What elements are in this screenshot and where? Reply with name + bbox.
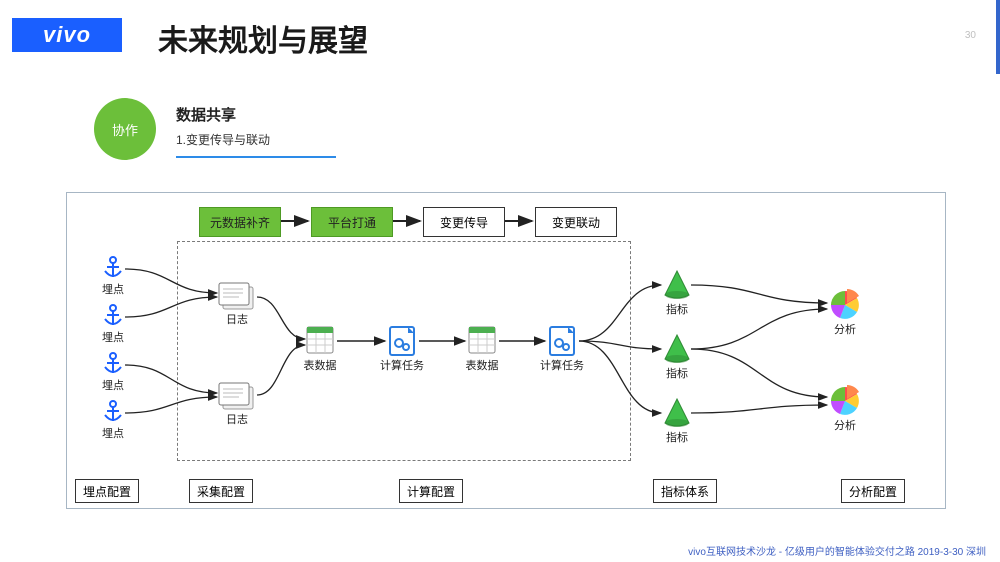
page-number: 30	[965, 30, 976, 41]
flow-step: 平台打通	[311, 207, 393, 237]
gear-icon	[547, 325, 577, 357]
metric-label: 指标	[647, 365, 707, 381]
anchor-icon	[101, 255, 125, 281]
section-label: 埋点配置	[75, 479, 139, 503]
sheet-icon-label: 表数据	[452, 357, 512, 373]
header-accent-bar	[996, 0, 1000, 74]
anchor-label: 埋点	[83, 329, 143, 345]
anchor-icon	[101, 303, 125, 329]
docs-icon	[217, 379, 257, 411]
gear-icon	[387, 325, 417, 357]
slide-footer: vivo互联网技术沙龙 - 亿级用户的智能体验交付之路 2019-3-30 深圳	[688, 543, 986, 558]
docs-icon	[217, 279, 257, 311]
metric-label: 指标	[647, 301, 707, 317]
log-label: 日志	[207, 411, 267, 427]
section-label: 指标体系	[653, 479, 717, 503]
cone-icon	[663, 397, 691, 429]
subsection: 数据共享 1.变更传导与联动	[176, 104, 270, 148]
sheet-icon	[305, 325, 335, 357]
anchor-icon	[101, 351, 125, 377]
gear-icon-label: 计算任务	[532, 357, 592, 373]
brand-logo-text: vivo	[43, 22, 91, 48]
log-label: 日志	[207, 311, 267, 327]
section-label: 采集配置	[189, 479, 253, 503]
collab-badge: 协作	[94, 98, 156, 160]
anchor-icon	[101, 399, 125, 425]
cone-icon	[663, 333, 691, 365]
subsection-underline	[176, 156, 336, 158]
collab-badge-label: 协作	[112, 120, 138, 139]
flow-step: 变更联动	[535, 207, 617, 237]
metric-label: 指标	[647, 429, 707, 445]
brand-logo: vivo	[12, 18, 122, 52]
sheet-icon	[467, 325, 497, 357]
anchor-label: 埋点	[83, 425, 143, 441]
section-label: 计算配置	[399, 479, 463, 503]
pie-icon	[829, 385, 861, 417]
diagram-canvas: 元数据补齐平台打通变更传导变更联动埋点配置 采集配置 计算配置 指标体系 分析配置 埋点…	[66, 192, 946, 509]
section-label: 分析配置	[841, 479, 905, 503]
pie-icon	[829, 289, 861, 321]
analysis-label: 分析	[815, 321, 875, 337]
analysis-label: 分析	[815, 417, 875, 433]
flow-step: 变更传导	[423, 207, 505, 237]
subsection-title: 数据共享	[176, 104, 270, 125]
flow-step: 元数据补齐	[199, 207, 281, 237]
anchor-label: 埋点	[83, 281, 143, 297]
sheet-icon-label: 表数据	[290, 357, 350, 373]
anchor-label: 埋点	[83, 377, 143, 393]
cone-icon	[663, 269, 691, 301]
gear-icon-label: 计算任务	[372, 357, 432, 373]
subsection-line: 1.变更传导与联动	[176, 131, 270, 148]
page-title: 未来规划与展望	[158, 16, 368, 60]
